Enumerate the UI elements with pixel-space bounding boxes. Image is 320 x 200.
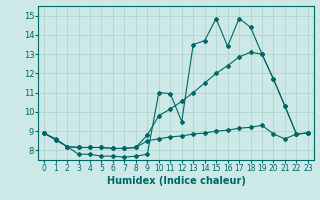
X-axis label: Humidex (Indice chaleur): Humidex (Indice chaleur) [107, 176, 245, 186]
